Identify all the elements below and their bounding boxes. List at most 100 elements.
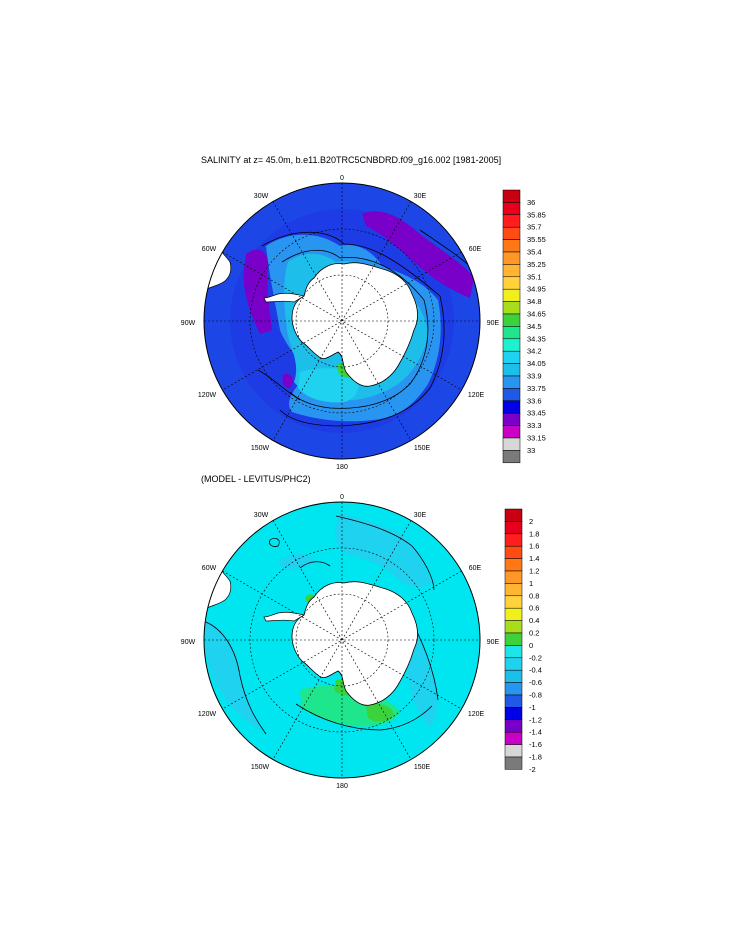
- top-colorbar-tick-label: 34.2: [527, 347, 542, 356]
- top-colorbar-swatch: [502, 363, 521, 377]
- top-colorbar-tick-label: 36: [527, 198, 535, 207]
- top-lon-label-60w: 60W: [202, 246, 217, 253]
- top-colorbar-tick-label: 35.85: [527, 210, 546, 219]
- top-colorbar-swatch: [502, 425, 521, 439]
- bottom-colorbar-tick-label: -1.6: [529, 740, 542, 749]
- top-colorbar-tick-label: 33.75: [527, 384, 546, 393]
- bottom-colorbar-tick-label: -0.8: [529, 691, 542, 700]
- top-lon-label-180: 180: [336, 464, 348, 471]
- top-map-border: [203, 182, 481, 460]
- top-colorbar-tick-label: 33.45: [527, 409, 546, 418]
- top-lon-label-90e: 90E: [487, 320, 500, 327]
- top-lon-label-0: 0: [340, 175, 344, 182]
- top-colorbar-swatch: [502, 350, 521, 364]
- top-lon-label-120w: 120W: [198, 392, 217, 399]
- top-lon-label-60e: 60E: [469, 246, 482, 253]
- bottom-green-patch-se: [366, 704, 394, 722]
- top-colorbar-swatch: [502, 251, 521, 265]
- top-colorbar-tick-label: 34.95: [527, 285, 546, 294]
- bottom-colorbar-swatch: [504, 632, 523, 646]
- top-colorbar: 36 35.85 35.7 35.55 35.4 35.25 35.1 34.95 34.8 34…: [502, 189, 546, 464]
- bottom-lon-label-150e: 150E: [414, 764, 431, 771]
- top-colorbar-swatch: [502, 202, 521, 216]
- bottom-colorbar-swatch: [504, 756, 523, 770]
- bottom-colorbar-tick-label: -1.2: [529, 715, 542, 724]
- bottom-colorbar-tick-label: -1.4: [529, 728, 542, 737]
- bottom-colorbar-swatch: [504, 694, 523, 708]
- bottom-colorbar-tick-label: 2: [529, 517, 533, 526]
- bottom-colorbar-swatch: [504, 583, 523, 597]
- top-graticule: [204, 183, 480, 459]
- bottom-colorbar-tick-label: 1.4: [529, 554, 539, 563]
- top-cyan-zone-ross: [298, 368, 359, 403]
- top-colorbar-tick-label: 34.65: [527, 310, 546, 319]
- bottom-blue-zone-ne: [334, 512, 432, 588]
- top-colorbar-tick-label: 33.6: [527, 396, 542, 405]
- top-colorbar-tick-label: 35.7: [527, 223, 542, 232]
- top-lon-label-30w: 30W: [254, 193, 269, 200]
- bottom-lon-label-90w: 90W: [181, 639, 196, 646]
- top-colorbar-swatch: [502, 313, 521, 327]
- bottom-colorbar-swatch: [504, 645, 523, 659]
- top-antarctica-land: [291, 262, 418, 387]
- top-purple-patch-sw: [282, 373, 293, 388]
- bottom-colorbar-swatch: [504, 595, 523, 609]
- bottom-colorbar-swatch: [504, 719, 523, 733]
- top-colorbar-swatch: [502, 189, 521, 203]
- bottom-colorbar-swatch: [504, 620, 523, 634]
- top-map-title: SALINITY at z= 45.0m, b.e11.B20TRC5CNBDR…: [201, 155, 502, 165]
- bottom-colorbar-tick-label: 1: [529, 579, 533, 588]
- bottom-colorbar-tick-label: -0.6: [529, 678, 542, 687]
- top-salinity-map: 0 30E 60E 90E 120E 150E 180 150W 120W 90…: [181, 175, 500, 471]
- top-colorbar-swatch: [502, 437, 521, 451]
- top-colorbar-tick-label: 33.15: [527, 434, 546, 443]
- bottom-map-title: (MODEL - LEVITUS/PHC2): [201, 474, 311, 484]
- bottom-colorbar-tick-label: -1.8: [529, 753, 542, 762]
- bottom-colorbar-tick-label: -2: [529, 765, 536, 774]
- bottom-colorbar-swatch: [504, 533, 523, 547]
- bottom-colorbar-tick-label: 1.6: [529, 542, 539, 551]
- top-colorbar-swatch: [502, 412, 521, 426]
- top-colorbar-tick-label: 34.8: [527, 297, 542, 306]
- top-colorbar-swatch: [502, 214, 521, 228]
- top-colorbar-tick-label: 34.5: [527, 322, 542, 331]
- top-lon-label-120e: 120E: [468, 392, 485, 399]
- top-colorbar-swatch: [502, 276, 521, 290]
- top-antarctic-peninsula: [263, 292, 305, 303]
- bottom-lon-label-30w: 30W: [254, 512, 269, 519]
- bottom-colorbar-tick-label: 1.8: [529, 529, 539, 538]
- top-colorbar-swatch: [502, 450, 521, 464]
- bottom-lon-label-90e: 90E: [487, 639, 500, 646]
- top-colorbar-swatch: [502, 239, 521, 253]
- bottom-lon-label-120e: 120E: [468, 711, 485, 718]
- bottom-graticule: [204, 502, 480, 778]
- bottom-colorbar-swatch: [504, 607, 523, 621]
- top-colorbar-tick-label: 35.25: [527, 260, 546, 269]
- bottom-colorbar-swatch: [504, 731, 523, 745]
- bottom-lon-label-150w: 150W: [251, 764, 270, 771]
- top-colorbar-swatch: [502, 400, 521, 414]
- bottom-colorbar-swatch: [504, 669, 523, 683]
- bottom-colorbar-swatch: [504, 521, 523, 535]
- bottom-colorbar-tick-label: -1: [529, 703, 536, 712]
- top-colorbar-swatch: [502, 375, 521, 389]
- top-colorbar-tick-label: 33: [527, 446, 535, 455]
- top-colorbar-tick-label: 35.55: [527, 235, 546, 244]
- bottom-lon-label-180: 180: [336, 783, 348, 790]
- bottom-colorbar-tick-label: 0.4: [529, 616, 539, 625]
- top-colorbar-swatch: [502, 301, 521, 315]
- bottom-colorbar-tick-label: 0: [529, 641, 533, 650]
- bottom-blue-zone-nw: [280, 554, 316, 570]
- bottom-colorbar-swatch: [504, 570, 523, 584]
- top-colorbar-tick-label: 34.05: [527, 359, 546, 368]
- bottom-antarctic-peninsula: [263, 611, 305, 622]
- bottom-colorbar-swatch: [504, 744, 523, 758]
- top-colorbar-tick-label: 33.3: [527, 421, 542, 430]
- bottom-lon-label-60e: 60E: [469, 565, 482, 572]
- top-colorbar-swatch: [502, 264, 521, 278]
- top-lon-label-30e: 30E: [414, 193, 427, 200]
- bottom-colorbar-tick-label: 1.2: [529, 567, 539, 576]
- bottom-colorbar-tick-label: 0.2: [529, 629, 539, 638]
- bottom-colorbar-swatch: [504, 508, 523, 522]
